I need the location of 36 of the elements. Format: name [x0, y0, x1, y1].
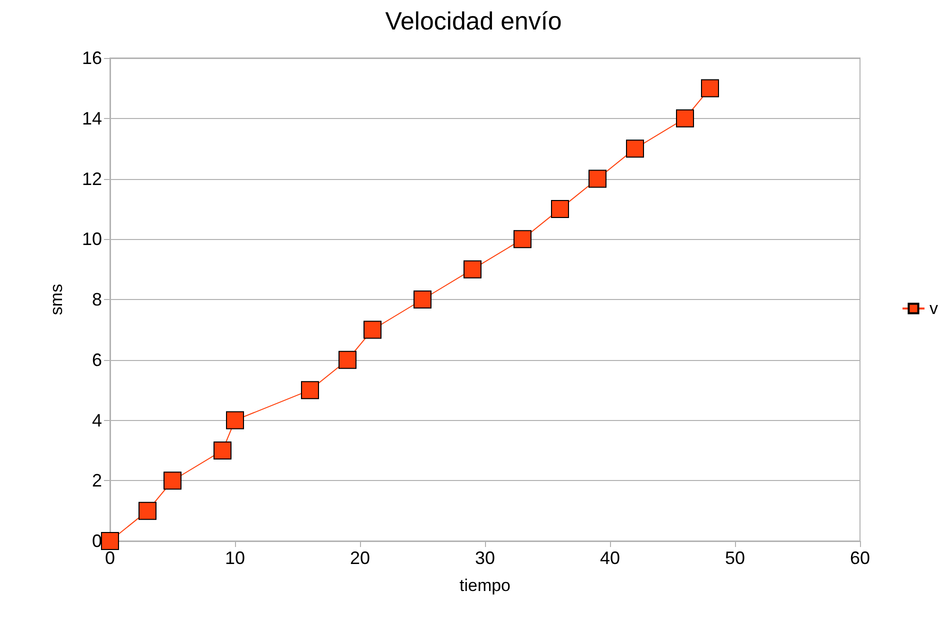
- x-axis-title: tiempo: [459, 576, 511, 595]
- point: [214, 441, 232, 460]
- point: [164, 472, 182, 490]
- point: [514, 230, 532, 248]
- point: [226, 411, 244, 430]
- y-tick-label: 6: [92, 350, 102, 370]
- point: [101, 532, 119, 550]
- y-tick-label: 4: [92, 410, 102, 430]
- point: [626, 140, 644, 158]
- y-tick-label: 0: [92, 531, 102, 551]
- point: [364, 320, 382, 339]
- y-axis-title: sms: [47, 284, 66, 316]
- x-tick-label: 0: [104, 548, 116, 568]
- y-tick-label: 12: [82, 168, 102, 189]
- point: [464, 260, 482, 278]
- point: [338, 350, 356, 369]
- y-tick-label: 2: [92, 470, 102, 491]
- x-tick-label: 10: [224, 548, 246, 568]
- point: [301, 381, 319, 400]
- y-tick-label: 8: [92, 290, 102, 310]
- legend-label: v: [930, 299, 938, 318]
- point: [414, 290, 432, 308]
- chart-title: Velocidad envío: [385, 8, 562, 36]
- point: [701, 79, 719, 98]
- point: [138, 502, 156, 520]
- x-tick-label: 60: [850, 548, 870, 568]
- point: [676, 109, 694, 128]
- y-tick-label: 14: [82, 108, 102, 128]
- y-tick-label: 16: [82, 48, 102, 68]
- x-tick-label: 40: [600, 548, 620, 568]
- x-tick-label: 50: [724, 548, 746, 568]
- x-tick-label: 30: [474, 548, 496, 568]
- x-tick-label: 20: [350, 548, 370, 568]
- y-tick-label: 10: [82, 229, 102, 250]
- point: [588, 170, 606, 188]
- point: [551, 200, 569, 218]
